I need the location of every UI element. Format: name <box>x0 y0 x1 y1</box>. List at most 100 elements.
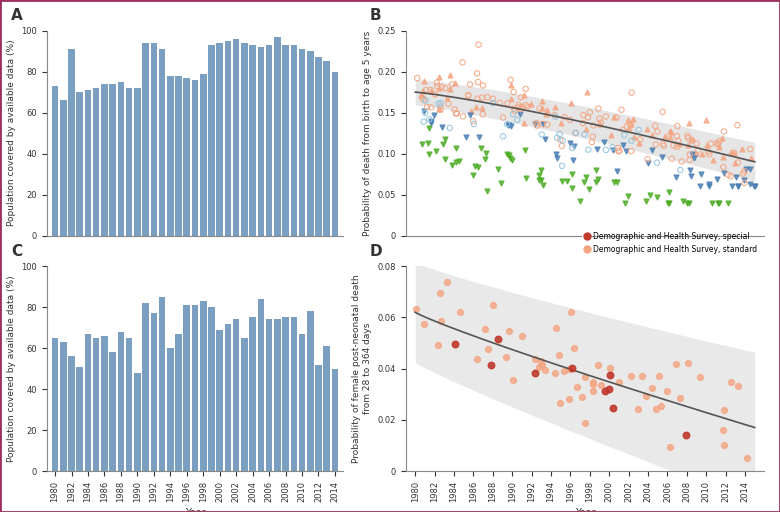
Point <box>732 381 744 390</box>
Point <box>608 178 621 186</box>
Bar <box>274 319 281 471</box>
Point <box>649 122 661 130</box>
Point <box>600 112 612 120</box>
Point <box>729 159 741 167</box>
Point <box>417 319 430 328</box>
Point <box>607 403 619 412</box>
Point <box>438 135 451 143</box>
Point <box>500 353 512 361</box>
Point <box>747 182 760 190</box>
Bar <box>208 45 215 236</box>
Point <box>479 155 491 163</box>
Point <box>568 344 580 352</box>
Point <box>501 120 513 129</box>
Point <box>536 131 548 139</box>
Point <box>625 147 637 155</box>
Point <box>722 170 735 179</box>
Point <box>624 121 636 129</box>
Point <box>480 149 493 157</box>
Point <box>748 182 760 190</box>
Bar <box>324 346 330 471</box>
Point <box>435 123 448 132</box>
Legend: Demographic and Health Survey, special, Demographic and Health Survey, standard: Demographic and Health Survey, special, … <box>580 229 760 257</box>
Point <box>549 369 562 377</box>
Point <box>420 103 433 111</box>
Point <box>417 88 430 96</box>
Bar <box>282 317 289 471</box>
Point <box>738 179 750 187</box>
Bar <box>282 45 289 236</box>
Point <box>424 86 437 94</box>
Point <box>534 362 546 371</box>
Point <box>625 120 637 129</box>
Bar <box>176 76 182 236</box>
Point <box>682 141 694 150</box>
Point <box>434 105 447 114</box>
Bar <box>192 305 198 471</box>
Y-axis label: Probability of death from birth to age 5 years: Probability of death from birth to age 5… <box>363 31 372 236</box>
Point <box>443 86 456 94</box>
Point <box>423 115 435 123</box>
Point <box>653 372 665 380</box>
Point <box>636 372 649 380</box>
Bar <box>266 319 272 471</box>
Point <box>519 84 532 93</box>
Point <box>536 120 548 128</box>
Point <box>717 426 729 434</box>
Point <box>439 155 452 163</box>
Point <box>657 140 669 148</box>
Point <box>488 301 500 309</box>
Point <box>541 120 554 129</box>
Point <box>617 126 629 134</box>
Point <box>549 103 562 111</box>
Point <box>529 120 541 128</box>
Point <box>445 80 458 89</box>
Point <box>685 172 697 180</box>
Point <box>731 121 743 130</box>
Point <box>578 130 590 138</box>
Point <box>566 183 578 191</box>
Point <box>622 124 635 132</box>
Point <box>732 182 744 190</box>
Bar <box>142 43 149 236</box>
Point <box>433 104 445 113</box>
Point <box>450 144 463 152</box>
Bar <box>151 43 157 236</box>
Point <box>606 143 619 152</box>
Point <box>516 332 528 340</box>
Point <box>551 155 563 163</box>
Point <box>502 121 514 129</box>
Bar <box>274 37 281 236</box>
Point <box>515 105 527 113</box>
Point <box>476 94 488 102</box>
Point <box>430 146 442 155</box>
Point <box>564 139 576 147</box>
Bar <box>85 90 91 236</box>
Point <box>655 153 668 161</box>
Point <box>476 104 488 112</box>
Point <box>592 104 604 113</box>
Point <box>505 122 517 130</box>
Point <box>624 372 636 380</box>
Point <box>431 341 444 349</box>
Point <box>713 199 725 207</box>
Bar <box>68 49 75 236</box>
Bar <box>315 365 322 471</box>
Bar <box>51 338 58 471</box>
Point <box>540 110 552 118</box>
Point <box>533 176 545 184</box>
Point <box>627 115 640 123</box>
Point <box>534 166 547 174</box>
Point <box>634 135 647 143</box>
Point <box>674 394 686 402</box>
Point <box>645 383 658 392</box>
Bar <box>93 88 100 236</box>
Point <box>487 99 499 107</box>
Bar <box>200 301 207 471</box>
Point <box>729 149 741 157</box>
Point <box>505 156 518 164</box>
Point <box>670 173 682 181</box>
Point <box>550 324 562 332</box>
Point <box>566 170 579 178</box>
Point <box>599 387 612 395</box>
